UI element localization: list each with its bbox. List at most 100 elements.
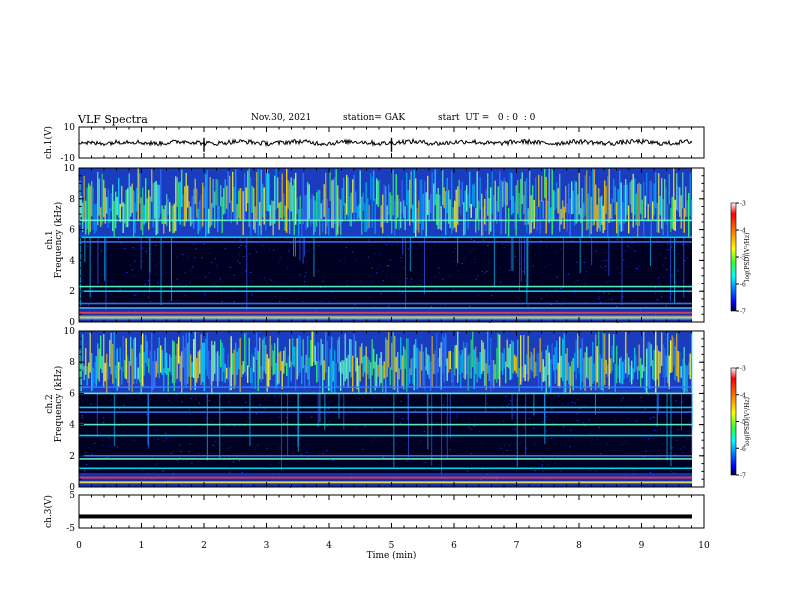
emission-streak [478,200,480,231]
noise-pixel [568,273,570,275]
frequency-band-line [79,386,692,388]
low-frequency-line [79,316,692,319]
noise-pixel [105,457,107,459]
noise-pixel [368,239,370,241]
emission-streak [275,169,277,210]
emission-streak [391,342,393,370]
emission-streak [86,187,88,230]
emission-streak [251,185,253,213]
noise-pixel [89,279,91,281]
noise-pixel [403,266,405,268]
emission-streak [266,354,268,392]
noise-pixel [119,408,121,410]
emission-streak [125,189,127,228]
noise-pixel [119,289,121,291]
noise-pixel [386,277,388,279]
colorbar-tick-label: -5 [740,419,746,426]
noise-pixel [503,247,505,249]
noise-pixel [671,246,673,248]
emission-streak [428,355,430,379]
emission-streak [649,237,651,266]
emission-streak [256,332,258,360]
noise-pixel [500,306,502,308]
emission-streak [184,347,186,385]
noise-pixel [295,428,297,430]
noise-pixel [675,238,677,240]
noise-pixel [584,405,586,407]
noise-pixel [277,262,280,264]
noise-pixel [599,301,602,303]
noise-pixel [438,464,440,466]
emission-streak [203,342,205,392]
emission-streak [263,337,265,372]
emission-streak [104,237,106,281]
emission-streak [578,349,580,374]
noise-pixel [606,281,608,283]
noise-pixel [214,258,217,260]
noise-pixel [468,427,470,429]
emission-streak [659,195,661,216]
emission-streak [458,179,460,207]
emission-streak [511,340,513,380]
emission-streak [265,168,267,231]
emission-streak [533,199,535,229]
noise-pixel [109,445,111,447]
noise-pixel [236,456,238,458]
emission-streak [398,199,400,231]
figure-title: VLF Spectra [78,113,148,126]
noise-pixel [118,425,120,427]
emission-streak [619,170,621,225]
emission-streak [294,237,296,257]
emission-streak [229,367,231,391]
noise-pixel [546,447,548,449]
emission-streak [691,332,693,392]
emission-streak [493,195,495,237]
emission-streak [598,331,600,388]
emission-streak [158,337,160,379]
emission-streak [608,333,610,389]
emission-streak [283,350,285,374]
emission-streak [361,343,363,364]
noise-pixel [279,300,281,302]
noise-pixel [423,431,425,433]
emission-streak [658,350,660,387]
emission-streak [343,360,345,386]
noise-pixel [605,260,607,262]
emission-streak [269,335,271,380]
noise-pixel [382,457,385,459]
emission-streak [616,201,618,234]
noise-pixel [474,262,476,264]
emission-streak [464,347,466,380]
noise-pixel [528,244,530,246]
emission-streak [590,356,592,391]
emission-streak [287,356,289,387]
noise-pixel [255,413,258,415]
emission-streak [143,204,145,225]
emission-streak [568,183,570,214]
noise-pixel [547,464,549,466]
emission-streak [580,207,582,223]
noise-pixel [629,247,631,249]
noise-pixel [140,399,142,401]
emission-streak [164,205,166,224]
noise-pixel [151,253,153,255]
noise-pixel [545,416,547,418]
emission-streak [220,339,222,368]
emission-streak [178,182,180,221]
emission-streak [664,178,666,222]
emission-streak [219,393,221,458]
emission-streak [601,195,603,225]
noise-pixel [449,449,451,451]
emission-streak [193,339,195,378]
emission-streak [394,200,396,236]
emission-streak [251,354,253,387]
noise-pixel [656,430,658,432]
ch1-freq-tick-label: 8 [69,195,75,205]
emission-streak [311,194,313,224]
noise-pixel [192,243,194,245]
emission-streak [622,361,624,385]
noise-pixel [543,433,545,435]
emission-streak [469,171,471,208]
noise-pixel [233,274,235,276]
noise-pixel [102,444,104,446]
